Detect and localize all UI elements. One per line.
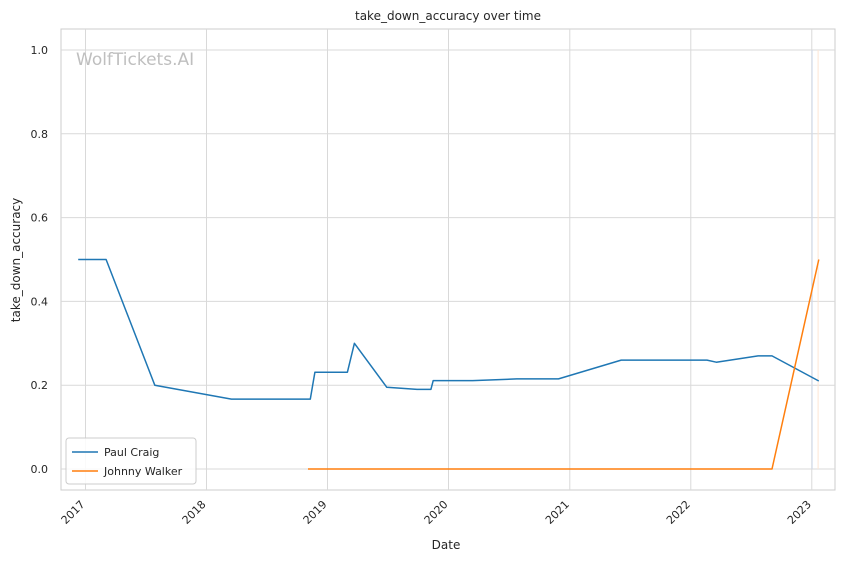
y-tick-label: 0.2 [31,379,49,392]
series-line-paul-craig [78,258,820,400]
legend-label-paul-craig: Paul Craig [104,446,159,459]
y-tick-labels: 0.0 0.2 0.4 0.6 0.8 1.0 [31,44,49,476]
watermark: WolfTickets.AI [76,50,194,70]
x-tick-label: 2017 [59,498,88,527]
legend-box [65,437,197,485]
y-tick-label: 0.8 [31,128,49,141]
y-tick-label: 0.0 [31,463,49,476]
x-tick-label: 2018 [180,498,209,527]
x-tick-label: 2019 [301,498,330,527]
y-tick-label: 1.0 [31,44,49,57]
x-tick-label: 2022 [664,498,693,527]
x-tick-label: 2020 [422,498,451,527]
y-tick-label: 0.6 [31,212,49,225]
legend-label-johnny-walker: Johnny Walker [103,465,183,478]
x-tick-labels: 2017 2018 2019 2020 2021 2022 2023 [59,498,814,527]
y-axis-label: take_down_accuracy [9,198,23,322]
y-tick-label: 0.4 [31,295,49,308]
series-lines [78,258,820,470]
legend: Paul Craig Johnny Walker [65,437,197,485]
series-line-johnny-walker [308,259,820,470]
chart-title: take_down_accuracy over time [355,9,541,23]
x-tick-label: 2023 [785,498,814,527]
x-tick-label: 2021 [543,498,572,527]
x-axis-label: Date [432,538,461,552]
